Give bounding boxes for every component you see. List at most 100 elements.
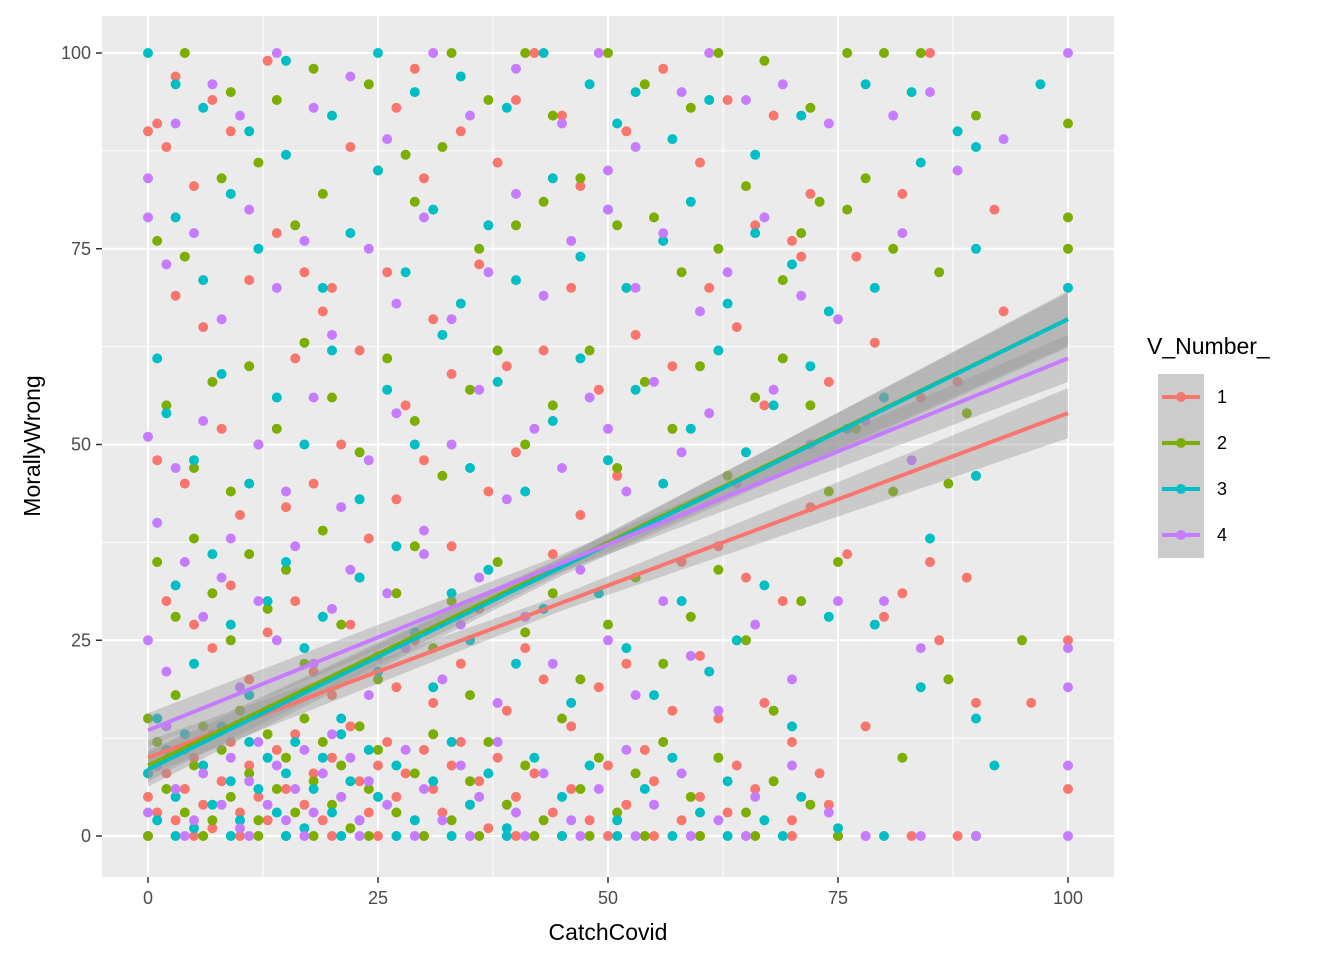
data-point [419,173,429,184]
data-point [235,823,245,834]
data-point [170,690,181,701]
data-point [1017,635,1027,646]
legend-key-point [1176,392,1186,402]
data-point [603,455,613,466]
data-point [391,102,402,113]
data-point [345,721,356,732]
data-point [658,63,669,74]
data-point [879,596,889,607]
data-point [511,188,521,199]
data-point [501,831,512,841]
data-point [492,345,503,356]
data-point [796,110,807,121]
data-point [409,439,420,450]
data-point [363,533,374,544]
data-point [483,823,494,834]
data-point [888,243,899,254]
data-point [805,361,816,372]
data-point [271,423,282,434]
data-point [511,63,521,74]
data-point [649,212,659,223]
data-point [796,251,807,262]
data-point [327,392,337,403]
data-point [455,737,466,747]
data-point [639,79,650,90]
data-point [262,815,273,826]
data-point [317,815,328,826]
data-point [649,776,659,787]
data-point [750,220,761,231]
data-point [143,173,153,184]
data-point [593,384,604,395]
data-point [161,784,172,794]
data-point [400,267,411,278]
data-point [382,588,393,599]
data-point [547,416,558,426]
data-point [354,345,365,356]
data-point [658,596,669,607]
x-tick-label: 100 [1053,888,1083,908]
data-point [143,48,153,58]
data-point [244,126,255,137]
data-point [777,596,788,607]
data-point [860,831,871,841]
data-point [603,165,613,176]
data-point [695,157,705,168]
data-point [170,79,181,90]
data-point [1063,212,1073,223]
data-point [143,768,153,779]
data-point [796,290,807,301]
data-point [501,823,512,834]
data-point [189,823,199,834]
data-point [143,791,153,802]
data-point [658,228,669,239]
data-point [603,831,613,841]
data-point [998,134,1009,145]
data-point [529,768,540,779]
data-point [143,807,153,818]
data-point [777,831,788,841]
data-point [952,376,963,387]
data-point [179,729,190,740]
data-point [189,455,199,466]
data-point [538,196,549,207]
data-point [869,619,880,630]
data-point [216,572,227,583]
data-point [437,142,448,152]
data-point [235,510,245,520]
data-point [170,71,181,82]
legend-key-point [1176,438,1186,448]
data-point [750,619,761,630]
data-point [1063,48,1073,58]
data-point [667,831,678,841]
data-point [722,267,733,278]
data-point [345,776,356,787]
data-point [759,697,770,708]
data-point [143,126,153,137]
data-point [308,768,319,779]
data-point [170,212,181,223]
data-point [713,243,724,254]
data-point [575,831,586,841]
data-point [1063,643,1073,654]
data-point [465,110,475,121]
data-point [409,416,420,426]
data-point [446,815,457,826]
data-point [373,744,383,755]
data-point [363,784,374,794]
data-point [391,791,402,802]
data-point [281,55,291,66]
data-point [741,95,751,105]
data-point [216,314,227,325]
data-point [704,95,715,105]
data-point [336,831,347,841]
data-point [179,251,190,262]
data-point [704,666,715,677]
data-point [722,776,733,787]
data-point [391,682,402,693]
data-point [437,674,448,685]
data-point [483,768,494,779]
data-point [409,541,420,552]
data-point [575,251,586,262]
data-point [400,744,411,755]
